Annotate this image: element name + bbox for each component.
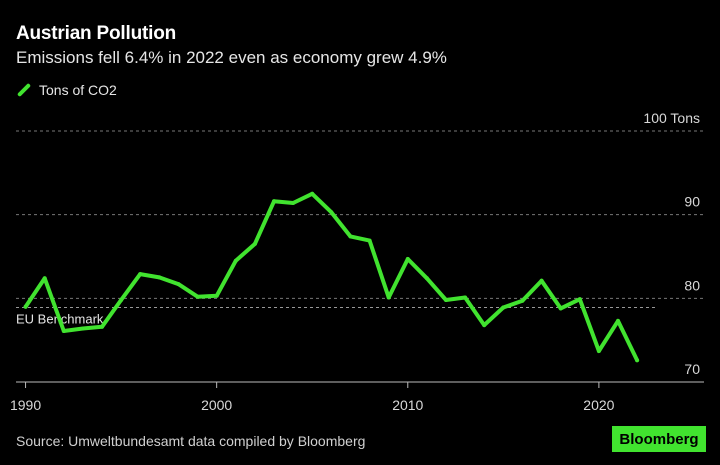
- data-point: [42, 276, 47, 281]
- data-point: [444, 298, 448, 302]
- data-point: [367, 238, 372, 243]
- data-point: [23, 304, 28, 309]
- data-point: [214, 293, 219, 298]
- data-point: [386, 295, 391, 300]
- data-point: [310, 191, 315, 196]
- y-tick-label: 70: [684, 361, 700, 377]
- chart-legend: Tons of CO2: [16, 82, 117, 98]
- data-point: [100, 324, 104, 329]
- data-point: [272, 199, 276, 204]
- data-point: [520, 298, 525, 303]
- data-point: [138, 272, 143, 277]
- y-tick-label: 100 Tons: [643, 110, 700, 126]
- data-point: [558, 306, 563, 311]
- y-tick-label: 90: [684, 194, 700, 210]
- data-point: [61, 329, 66, 333]
- data-point: [291, 201, 296, 205]
- data-point: [252, 241, 257, 246]
- data-point: [157, 275, 162, 280]
- data-point: [329, 210, 334, 215]
- x-tick-label: 2010: [392, 397, 423, 413]
- chart-subtitle: Emissions fell 6.4% in 2022 even as econ…: [16, 48, 447, 67]
- data-point: [348, 234, 353, 239]
- x-tick-label: 1990: [10, 397, 41, 413]
- data-point: [539, 278, 544, 283]
- data-point: [463, 295, 468, 300]
- source-note: Source: Umweltbundesamt data compiled by…: [16, 433, 366, 449]
- data-point: [616, 318, 620, 323]
- data-point: [80, 326, 85, 331]
- bloomberg-logo: Bloomberg: [612, 426, 706, 452]
- data-point: [176, 282, 181, 287]
- data-point: [405, 257, 410, 261]
- data-point: [233, 258, 238, 263]
- legend-label: Tons of CO2: [39, 82, 117, 98]
- data-point: [195, 294, 200, 299]
- series-line: [23, 191, 640, 363]
- data-point: [482, 323, 487, 328]
- x-tick-label: 2000: [201, 397, 232, 413]
- data-point: [577, 297, 582, 302]
- x-tick-label: 2020: [583, 397, 614, 413]
- data-point: [424, 276, 429, 281]
- chart-title: Austrian Pollution: [16, 23, 177, 44]
- data-point: [119, 298, 124, 302]
- y-tick-label: 80: [684, 277, 700, 293]
- data-point: [635, 358, 640, 363]
- data-point: [501, 305, 506, 310]
- data-point: [596, 349, 601, 353]
